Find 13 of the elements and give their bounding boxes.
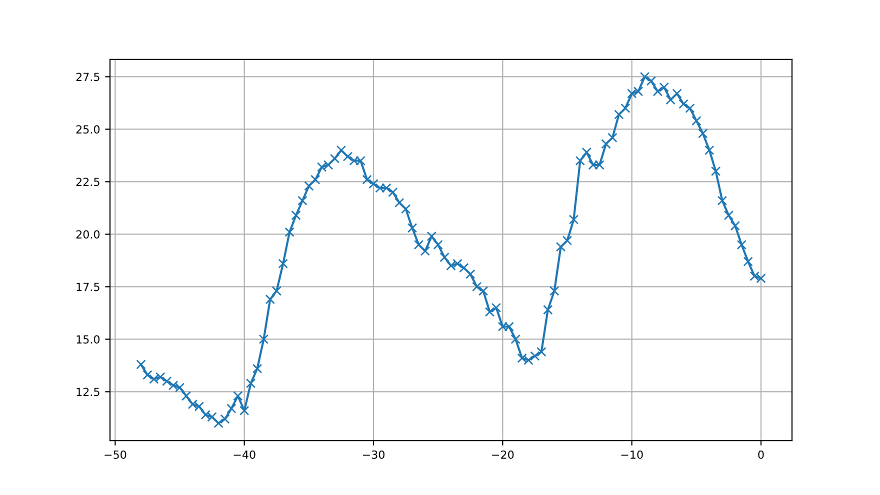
y-tick-label: 25.0	[76, 125, 100, 134]
x-tick-label: −10	[621, 450, 643, 459]
y-tick-label: 17.5	[76, 282, 100, 292]
y-tick-label: 20.0	[76, 230, 100, 239]
x-tick-label: −40	[234, 450, 256, 459]
y-tick-label: 12.5	[76, 388, 100, 396]
y-tick-label: 27.5	[76, 72, 100, 82]
x-tick-label: −20	[492, 450, 514, 459]
x-tick-label: 0	[758, 450, 764, 459]
y-tick-label: 22.5	[76, 178, 100, 186]
y-tick-label: 15.0	[76, 335, 100, 344]
x-tick-label: −50	[104, 450, 126, 459]
x-tick-label: −30	[362, 450, 384, 459]
